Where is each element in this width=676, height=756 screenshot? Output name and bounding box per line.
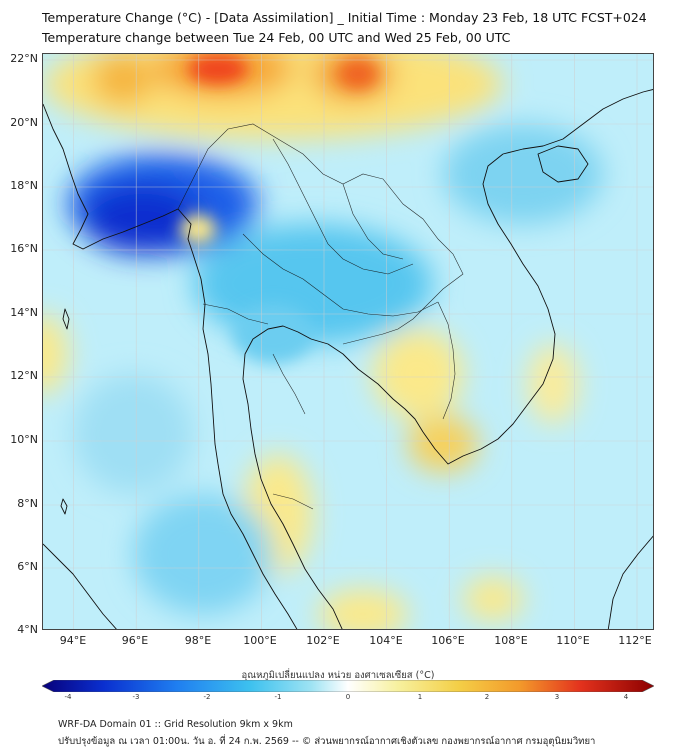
colorbar-title: อุณหภูมิเปลี่ยนแปลง หน่วย องศาเซลเซียส (… [241, 670, 435, 681]
colorbar-tick-4: 4 [623, 693, 629, 701]
lon-label-106e: 106°E [431, 634, 465, 647]
lat-label-22n: 22°N [10, 52, 38, 65]
colorbar-tick-neg4: -4 [64, 693, 72, 701]
lon-label-110e: 110°E [556, 634, 590, 647]
cool-region-myanmar-core [83, 184, 203, 254]
lon-label-102e: 102°E [306, 634, 340, 647]
map-title-line1: Temperature Change (°C) - [Data Assimila… [42, 10, 647, 25]
colorbar-tick-3: 3 [554, 693, 560, 701]
country-borders [177, 123, 464, 510]
cool-region-south-sea [133, 494, 273, 614]
coastlines [43, 89, 653, 629]
cool-region-thailand [193, 224, 433, 344]
lat-label-8n: 8°N [17, 497, 38, 510]
lat-label-4n: 4°N [17, 623, 38, 636]
lat-label-16n: 16°N [10, 242, 38, 255]
warm-region-red [188, 54, 248, 84]
temperature-change-map [42, 53, 654, 630]
warm-region-east-coast [528, 344, 578, 424]
warm-region-westcoast [180, 214, 216, 244]
colorbar-gradient [42, 680, 654, 692]
graticule [43, 54, 653, 629]
colorbar-tick-neg3: -3 [132, 693, 140, 701]
warm-region-red-2 [338, 59, 378, 89]
lat-label-18n: 18°N [10, 179, 38, 192]
lat-label-6n: 6°N [17, 560, 38, 573]
colorbar-tick-1: 1 [417, 693, 423, 701]
lat-label-12n: 12°N [10, 369, 38, 382]
lon-label-104e: 104°E [369, 634, 403, 647]
warm-region-west [43, 314, 68, 394]
cool-region-gulf-west [233, 304, 313, 364]
footer-model-info: WRF-DA Domain 01 :: Grid Resolution 9km … [58, 719, 293, 730]
lon-label-112e: 112°E [618, 634, 652, 647]
colorbar-tick-neg1: -1 [274, 693, 282, 701]
footer-update-credit: ปรับปรุงข้อมูล ณ เวลา 01:00น. วัน อ. ที่… [58, 736, 596, 747]
lon-label-108e: 108°E [494, 634, 528, 647]
lon-label-94e: 94°E [59, 634, 87, 647]
map-canvas [43, 54, 653, 629]
lat-label-10n: 10°N [10, 433, 38, 446]
colorbar-tick-0: 0 [345, 693, 351, 701]
cool-region-andaman [73, 374, 193, 494]
lat-label-14n: 14°N [10, 306, 38, 319]
colorbar-tick-neg2: -2 [203, 693, 211, 701]
map-title-line2: Temperature change between Tue 24 Feb, 0… [42, 30, 511, 45]
colorbar-tick-2: 2 [484, 693, 490, 701]
warm-region-mekong [408, 416, 478, 472]
cool-region-east [443, 124, 603, 224]
warm-region-southeast [463, 577, 523, 621]
warm-region-northwest [93, 54, 153, 104]
lon-label-96e: 96°E [121, 634, 149, 647]
lon-label-98e: 98°E [184, 634, 212, 647]
lon-label-100e: 100°E [243, 634, 277, 647]
lat-label-20n: 20°N [10, 116, 38, 129]
warm-region-cambodia [373, 329, 463, 419]
warm-region-south [318, 589, 408, 629]
colorbar [42, 680, 654, 692]
